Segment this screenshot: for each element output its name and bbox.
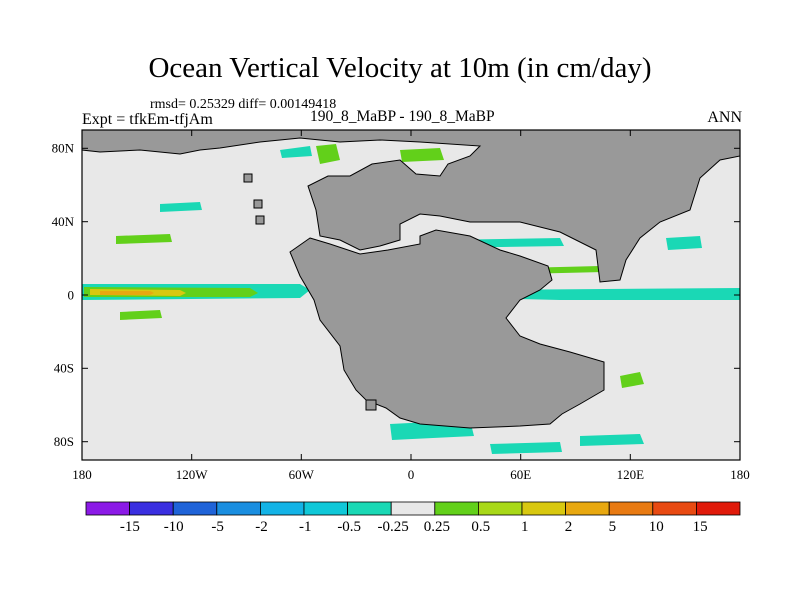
colorbar-label: 1 (521, 519, 529, 535)
colorbar-box (129, 501, 174, 516)
x-tick-label: 120W (176, 467, 209, 482)
blob-green-arctic (316, 144, 340, 164)
x-tick-labels: 180 120W 60W 0 60E 120E 180 (72, 467, 750, 482)
y-tick-label: 40N (52, 214, 75, 229)
colorbar-box (172, 501, 218, 516)
x-tick-label: 180 (730, 467, 750, 482)
x-tick-label: 120E (617, 467, 645, 482)
colorbar-box (608, 501, 654, 516)
x-tick-label: 60W (289, 467, 315, 482)
colorbar-label: 15 (693, 519, 708, 535)
blob-cyan-west (160, 202, 202, 212)
colorbar-box (85, 501, 130, 516)
colorbar-label: 5 (609, 519, 617, 535)
colorbar-label: 0.5 (471, 519, 490, 535)
y-tick-label: 80N (52, 141, 75, 156)
blob-cyan-antarctic (490, 442, 562, 454)
blob-green-south (620, 372, 644, 388)
colorbar-label: -1 (299, 519, 312, 535)
stats-text: rmsd= 0.25329 diff= 0.00149418 (150, 97, 337, 112)
experiment-label: Expt = tfkEm-tfjAm (82, 111, 213, 128)
colorbar-box (303, 501, 348, 516)
land-north (81, 129, 741, 283)
blob-cyan-south (580, 434, 644, 446)
x-ticks-top (191, 130, 631, 136)
y-ticks-left (82, 147, 88, 443)
colorbar-box (259, 501, 305, 516)
blob-green-southwest (120, 310, 162, 320)
blob-orange-equatorial (100, 291, 154, 295)
axis-ticks (81, 130, 741, 460)
colorbar-label: -0.5 (337, 519, 361, 535)
blob-cyan-northeast (666, 236, 702, 250)
anomaly-contours (82, 144, 740, 454)
colorbar-box (434, 501, 479, 516)
colorbar-labels: -15 -10 -5 -2 -1 -0.5 -0.25 0.25 0.5 1 2… (120, 519, 708, 535)
y-tick-label: 0 (68, 288, 75, 303)
blob-green-mid (116, 234, 172, 244)
colorbar-box (216, 501, 261, 516)
colorbar-box (347, 501, 392, 516)
season-label: ANN (707, 109, 742, 126)
blob-cyan-equatorial-east (480, 288, 740, 300)
land-island-3 (255, 215, 265, 225)
colorbar-label: -0.25 (377, 519, 408, 535)
colorbar-box (696, 501, 741, 516)
x-tick-label: 180 (72, 467, 92, 482)
colorbar (85, 501, 741, 516)
colorbar-label: -15 (120, 519, 140, 535)
x-ticks-bottom (81, 454, 741, 460)
land-south-continent (289, 229, 605, 429)
land-masses (81, 129, 741, 429)
colorbar-box (390, 501, 436, 516)
colorbar-label: 2 (565, 519, 573, 535)
colorbar-box (521, 501, 566, 516)
land-island-4 (365, 399, 377, 411)
x-tick-label: 0 (408, 467, 415, 482)
blob-green-north (400, 148, 444, 162)
colorbar-label: -2 (255, 519, 268, 535)
y-ticks-right (734, 147, 740, 443)
land-island-1 (243, 173, 253, 183)
colorbar-label: 10 (649, 519, 664, 535)
colorbar-label: -10 (164, 519, 184, 535)
x-tick-label: 60E (510, 467, 531, 482)
y-tick-labels: 80N 40N 0 40S 80S (52, 141, 75, 450)
colorbar-box (652, 501, 697, 516)
colorbar-box (477, 501, 523, 516)
colorbar-label: 0.25 (424, 519, 450, 535)
y-tick-label: 40S (54, 361, 74, 376)
colorbar-box (565, 501, 610, 516)
y-tick-label: 80S (54, 434, 74, 449)
colorbar-label: -5 (211, 519, 224, 535)
chart-title: Ocean Vertical Velocity at 10m (in cm/da… (148, 52, 652, 84)
blob-cyan-arctic (280, 146, 312, 158)
case-label: 190_8_MaBP - 190_8_MaBP (310, 108, 495, 125)
land-island-2 (253, 199, 263, 209)
